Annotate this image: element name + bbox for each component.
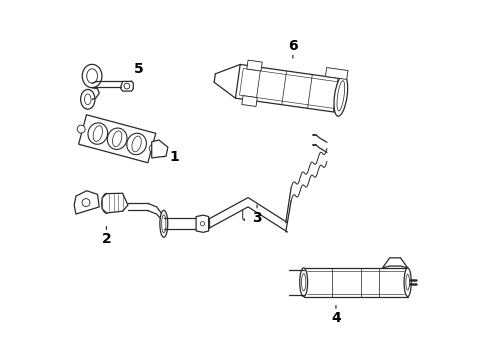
Ellipse shape	[86, 69, 97, 83]
Ellipse shape	[162, 215, 165, 233]
Ellipse shape	[333, 75, 347, 116]
Polygon shape	[151, 140, 167, 158]
Polygon shape	[239, 68, 339, 109]
Ellipse shape	[102, 193, 111, 213]
Ellipse shape	[200, 222, 204, 226]
Text: 2: 2	[102, 226, 111, 246]
Polygon shape	[235, 64, 343, 113]
Ellipse shape	[104, 198, 108, 209]
Ellipse shape	[301, 274, 305, 291]
Polygon shape	[74, 191, 99, 214]
Text: 5: 5	[131, 62, 143, 81]
Text: 3: 3	[252, 205, 262, 225]
Ellipse shape	[403, 268, 410, 297]
Ellipse shape	[299, 268, 307, 297]
Polygon shape	[196, 215, 208, 232]
Text: 1: 1	[163, 150, 179, 164]
Ellipse shape	[82, 199, 90, 207]
Polygon shape	[325, 68, 347, 80]
Ellipse shape	[405, 274, 408, 290]
Ellipse shape	[132, 136, 141, 152]
Polygon shape	[79, 115, 156, 163]
Ellipse shape	[107, 128, 127, 149]
Ellipse shape	[160, 210, 167, 237]
Polygon shape	[102, 193, 128, 213]
Ellipse shape	[82, 64, 102, 87]
Text: 4: 4	[330, 306, 340, 325]
Ellipse shape	[149, 144, 157, 152]
Ellipse shape	[336, 81, 344, 111]
Ellipse shape	[93, 126, 102, 141]
Polygon shape	[382, 258, 407, 268]
Ellipse shape	[84, 94, 91, 105]
Ellipse shape	[112, 131, 122, 147]
Ellipse shape	[77, 125, 85, 133]
Polygon shape	[121, 81, 133, 91]
Ellipse shape	[88, 123, 107, 144]
Text: 6: 6	[287, 39, 297, 58]
Polygon shape	[246, 60, 262, 71]
Polygon shape	[242, 96, 257, 107]
Ellipse shape	[124, 83, 129, 89]
Ellipse shape	[126, 133, 146, 155]
Ellipse shape	[81, 89, 95, 109]
